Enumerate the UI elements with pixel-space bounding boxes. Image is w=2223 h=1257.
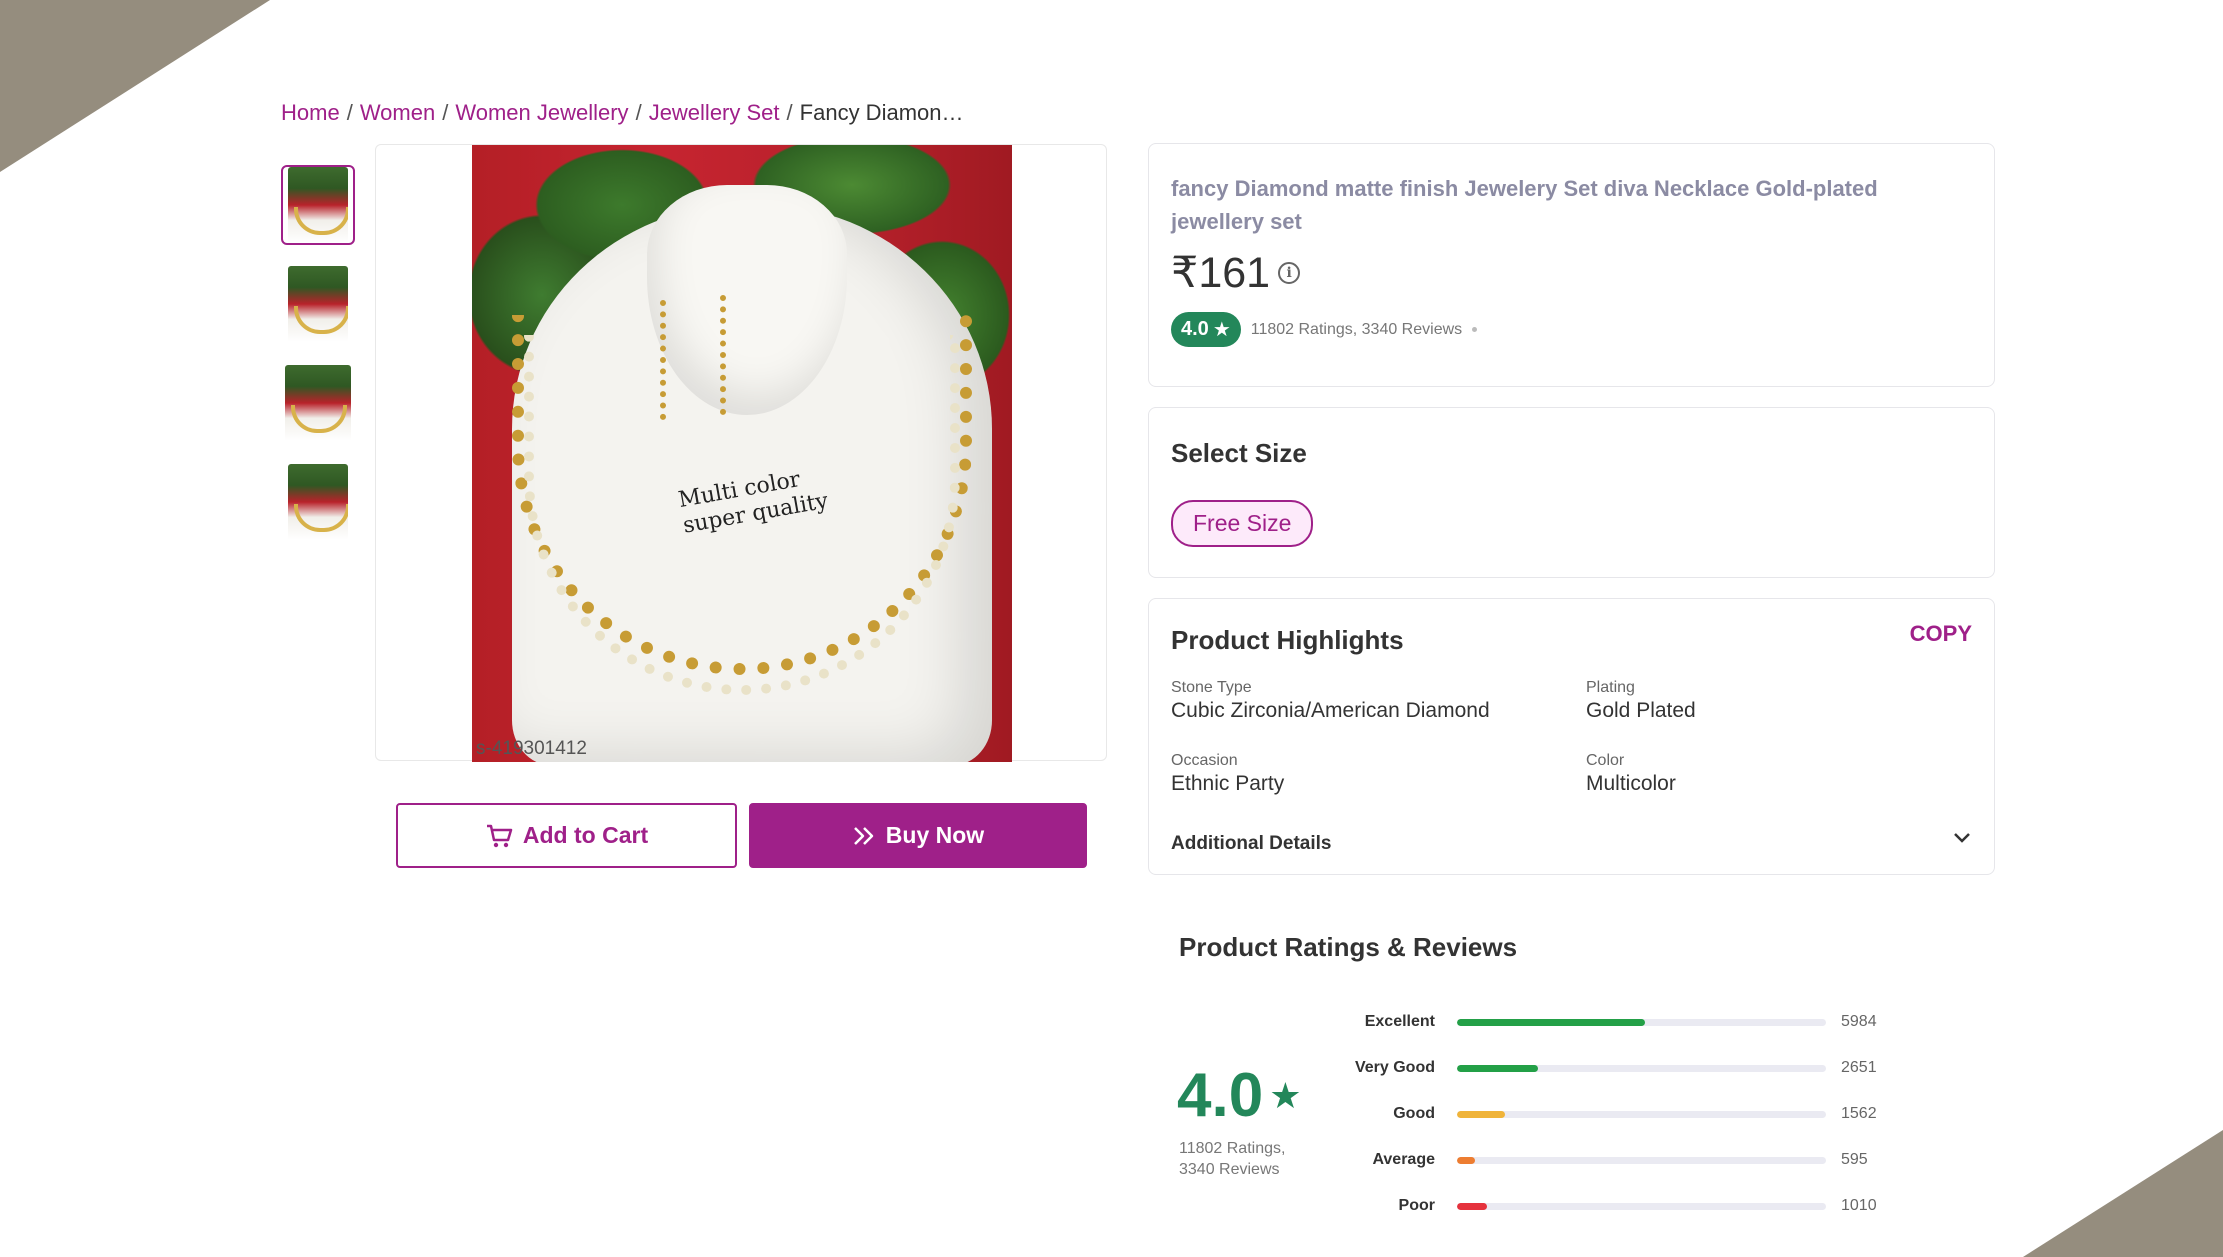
rating-label: Poor [1398,1197,1435,1214]
size-heading: Select Size [1171,438,1307,468]
rating-count: 595 [1841,1151,1868,1168]
size-selector-card: Select Size Free Size [1148,407,1995,578]
rating-bar-track [1457,1018,1826,1026]
thumbnail-image [288,464,348,540]
breadcrumb-separator: / [635,100,642,125]
thumbnail-3[interactable] [281,363,355,443]
breadcrumb-separator: / [442,100,449,125]
rating-label: Very Good [1354,1059,1435,1076]
star-icon: ★ [1212,319,1231,341]
rating-bar-fill [1457,1064,1539,1072]
image-necklace-pearls [524,335,960,695]
dot-separator [1472,327,1478,332]
highlight-color: Color Multicolor [1586,752,1676,796]
reviews-count: 3340 Reviews [1179,1161,1280,1178]
product-image[interactable]: Multi color super quality s-419301412 [472,145,1012,762]
additional-details-toggle[interactable]: Additional Details [1171,833,1332,854]
breadcrumb-home[interactable]: Home [281,100,340,125]
rating-summary[interactable]: 11802 Ratings, 3340 Reviews [1250,320,1463,338]
thumbnail-1[interactable] [281,165,355,245]
star-icon: ★ [1269,1074,1302,1116]
rating-bar-fill [1457,1018,1646,1026]
info-icon[interactable]: i [1278,262,1301,284]
cart-icon [485,823,513,849]
thumbnail-image [285,365,351,441]
highlight-label: Plating [1586,679,1635,696]
add-to-cart-label: Add to Cart [522,822,649,848]
rating-count: 1562 [1841,1105,1877,1122]
rating-bar-fill [1457,1110,1505,1118]
rating-bar-track [1457,1064,1826,1072]
rating-row: 4.0 ★ 11802 Ratings, 3340 Reviews [1171,312,1478,347]
rating-bar-track [1457,1202,1826,1210]
rating-label: Excellent [1364,1013,1435,1030]
product-highlights-card: Product Highlights COPY Stone Type Cubic… [1148,598,1995,875]
highlight-plating: Plating Gold Plated [1586,679,1696,723]
overall-rating: 4.0 ★ [1177,1060,1301,1131]
highlight-occasion: Occasion Ethnic Party [1171,752,1284,796]
image-id: s-419301412 [476,738,587,759]
rating-count: 2651 [1841,1059,1877,1076]
decorative-corner-top-left [0,0,270,172]
breadcrumb-jewellery-set[interactable]: Jewellery Set [648,100,780,125]
highlight-label: Color [1586,752,1625,769]
buy-now-button[interactable]: Buy Now [749,803,1087,868]
decorative-corner-bottom-right [2023,1130,2223,1257]
rating-count: 1010 [1841,1197,1877,1214]
breadcrumb-women-jewellery[interactable]: Women Jewellery [455,100,629,125]
chevron-down-icon[interactable] [1952,831,1972,850]
image-earring-right [720,295,734,415]
rating-row-average: Average 595 [1335,1148,1895,1172]
highlight-value: Ethnic Party [1171,772,1285,795]
product-price: ₹161 [1171,249,1271,297]
ratings-count: 11802 Ratings, [1179,1140,1286,1157]
breadcrumb-separator: / [346,100,353,125]
price-row: ₹161 i [1171,248,1301,298]
rating-bar-fill [1457,1202,1487,1210]
rating-label: Average [1372,1151,1435,1168]
rating-bar-fill [1457,1156,1476,1164]
overall-rating-value: 4.0 [1177,1061,1264,1130]
thumbnail-list [281,165,355,561]
thumbnail-image [288,266,348,342]
highlight-value: Gold Plated [1586,699,1696,722]
image-earring-left [660,300,674,420]
highlight-stone-type: Stone Type Cubic Zirconia/American Diamo… [1171,679,1490,723]
rating-count: 5984 [1841,1013,1877,1030]
rating-row-good: Good 1562 [1335,1102,1895,1126]
breadcrumb-current: Fancy Diamon… [799,100,964,125]
ratings-reviews-heading: Product Ratings & Reviews [1179,932,1518,962]
highlights-heading: Product Highlights [1171,625,1404,655]
breadcrumb: Home / Women / Women Jewellery / Jewellery Set… [281,100,964,126]
product-title: fancy Diamond matte finish Jewelery Set … [1171,176,1878,234]
add-to-cart-button[interactable]: Add to Cart [396,803,737,868]
highlight-value: Cubic Zirconia/American Diamond [1171,699,1490,722]
rating-label: Good [1393,1105,1435,1122]
main-image-container: Multi color super quality s-419301412 [375,144,1107,762]
rating-bar-track [1457,1156,1826,1164]
rating-row-very-good: Very Good 2651 [1335,1056,1895,1080]
breadcrumb-women[interactable]: Women [359,100,436,125]
copy-button[interactable]: COPY [1909,621,1972,646]
rating-badge: 4.0 ★ [1171,312,1241,347]
thumbnail-image [288,167,348,243]
breadcrumb-separator: / [786,100,793,125]
rating-bar-track [1457,1110,1826,1118]
double-chevron-right-icon [852,825,876,847]
rating-row-excellent: Excellent 5984 [1335,1010,1895,1034]
thumbnail-2[interactable] [281,264,355,344]
highlight-value: Multicolor [1586,772,1676,795]
overall-rating-counts: 11802 Ratings, 3340 Reviews [1179,1138,1285,1180]
product-info-card: fancy Diamond matte finish Jewelery Set … [1148,143,1995,387]
thumbnail-4[interactable] [281,462,355,542]
size-option-free-size[interactable]: Free Size [1171,500,1314,547]
rating-row-poor: Poor 1010 [1335,1194,1895,1218]
highlight-label: Stone Type [1171,679,1252,696]
highlight-label: Occasion [1171,752,1238,769]
rating-value: 4.0 [1181,318,1209,340]
buy-now-label: Buy Now [885,822,985,848]
